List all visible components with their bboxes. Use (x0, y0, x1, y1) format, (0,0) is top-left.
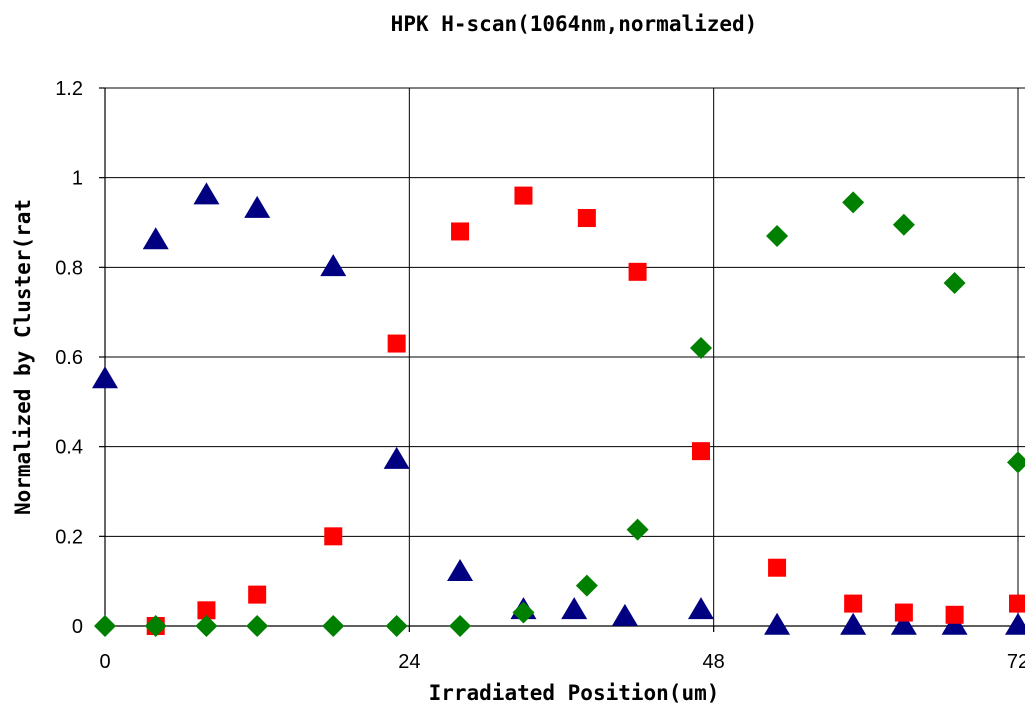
diamond-point (94, 615, 116, 637)
diamond-point (626, 518, 649, 541)
square-point (1009, 594, 1025, 613)
diamond-point (449, 615, 472, 637)
diamond-point (1007, 451, 1025, 474)
triangle-point (840, 612, 867, 635)
y-axis-label: Normalized by Cluster(rat (11, 199, 35, 515)
y-tick-label: 0.2 (55, 526, 83, 548)
diamond-point (689, 337, 712, 360)
diamond-point (322, 615, 345, 637)
y-tick-label: 1 (72, 168, 83, 190)
diamond-point (195, 615, 218, 637)
diamond-point (385, 615, 408, 637)
diamond-point (842, 191, 865, 214)
y-tick-label: 0.8 (55, 257, 83, 279)
triangle-point (890, 612, 917, 635)
triangle-point (193, 182, 220, 205)
axes (99, 87, 1025, 632)
x-tick-label: 24 (398, 651, 420, 673)
triangle-point (1005, 612, 1025, 635)
square-point (577, 209, 596, 228)
square-point (691, 442, 710, 461)
square-point (248, 585, 267, 604)
square-point (514, 186, 533, 205)
triangle-point (561, 597, 588, 620)
diamond-point (575, 574, 598, 597)
diamond-point (943, 272, 966, 295)
square-point (628, 262, 647, 281)
series-triangle (92, 182, 1025, 635)
diamond-point (246, 615, 269, 637)
y-tick-label: 0.4 (55, 437, 83, 459)
y-tick-label: 0.6 (55, 347, 83, 369)
triangle-point (447, 559, 474, 581)
grid (105, 87, 1025, 627)
square-point (844, 594, 863, 613)
square-point (324, 527, 343, 546)
x-tick-label: 72 (1007, 651, 1025, 673)
square-point (945, 605, 964, 624)
diamond-point (512, 601, 535, 624)
triangle-point (92, 366, 118, 389)
triangle-point (764, 612, 791, 635)
triangle-point (320, 254, 347, 277)
y-tick-label: 1.2 (55, 78, 83, 100)
square-point (894, 603, 913, 622)
tick-labels: 0 0.2 0.4 0.6 0.8 1 1.2 0 24 48 72 (55, 78, 1025, 673)
square-point (197, 601, 216, 620)
square-point (387, 334, 406, 353)
series-square (146, 186, 1025, 635)
series-diamond (94, 191, 1025, 637)
triangle-point (383, 446, 410, 469)
chart-title: HPK H-scan(1064nm,normalized) (391, 12, 758, 36)
x-axis-label: Irradiated Position(um) (429, 681, 720, 705)
data-series (92, 182, 1025, 637)
triangle-point (611, 603, 638, 626)
square-point (768, 558, 787, 577)
triangle-point (687, 597, 714, 620)
triangle-point (142, 227, 169, 250)
triangle-point (941, 612, 968, 635)
x-tick-label: 0 (99, 651, 110, 673)
y-tick-label: 0 (72, 616, 83, 638)
diamond-point (144, 615, 167, 637)
diamond-point (892, 213, 915, 236)
diamond-point (766, 224, 789, 247)
square-point (451, 222, 470, 241)
x-tick-label: 48 (703, 651, 725, 673)
triangle-point (244, 195, 271, 218)
